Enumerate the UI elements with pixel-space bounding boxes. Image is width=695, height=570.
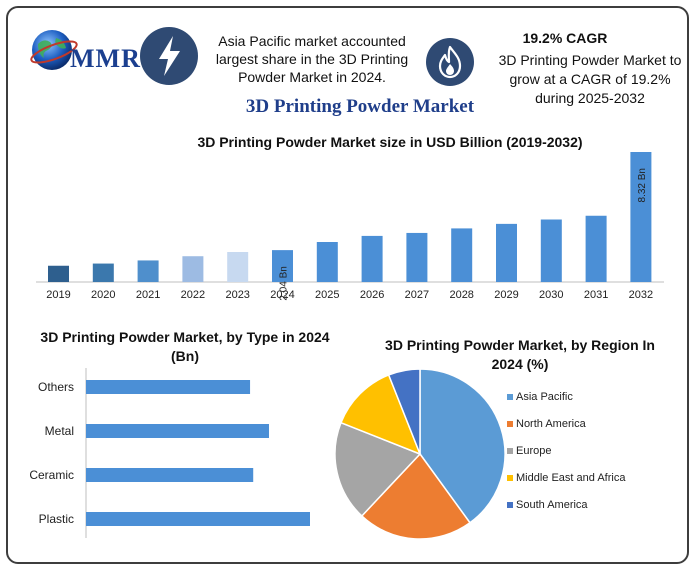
bar-2023: [227, 252, 249, 282]
data-label-2032: 8.32 Bn: [637, 168, 648, 202]
legend-label-3: Middle East and Africa: [516, 472, 626, 484]
legend-swatch-2: [507, 448, 513, 454]
category-label-plastic: Plastic: [39, 512, 74, 526]
legend-swatch-0: [507, 394, 513, 400]
bar-2027: [406, 232, 428, 282]
slice-asia-pacific: [419, 368, 506, 524]
bar-2026: [361, 235, 383, 282]
category-label-others: Others: [38, 380, 74, 394]
legend-swatch-3: [507, 475, 513, 481]
tick-label-2021: 2021: [136, 289, 160, 301]
flame-icon: [426, 38, 474, 86]
legend-swatch-1: [507, 421, 513, 427]
bar-plastic: [86, 512, 310, 526]
slice-middle-east-and-africa: [339, 373, 422, 456]
data-label-2024: 2.04 Bn: [279, 266, 290, 300]
bar-2020: [92, 263, 114, 282]
tick-label-2026: 2026: [360, 289, 384, 301]
type-bar-chart: Others Metal Ceramic Plastic: [29, 368, 310, 538]
tick-label-2020: 2020: [91, 289, 115, 301]
tick-label-2031: 2031: [584, 289, 608, 301]
tick-label-2025: 2025: [315, 289, 339, 301]
tick-label-2023: 2023: [225, 289, 249, 301]
tick-label-2030: 2030: [539, 289, 563, 301]
bar-metal: [86, 424, 269, 438]
legend-swatch-4: [507, 502, 513, 508]
logo-text: MMR: [70, 44, 141, 73]
bar-2022: [182, 256, 204, 282]
bar-others: [86, 380, 251, 394]
bar-2025: [316, 242, 338, 282]
region-pie-chart: Asia Pacific North America Europe Middle Ea…: [334, 368, 626, 540]
bar-2031: [585, 215, 607, 282]
bar-2030: [540, 219, 562, 282]
infographic-frame: [6, 6, 689, 564]
info-asia-pacific: Asia Pacific market accounted largest sh…: [215, 33, 409, 85]
tick-label-2019: 2019: [46, 289, 70, 301]
bar-2028: [451, 228, 473, 282]
bar-2019: [48, 265, 69, 282]
tick-label-2022: 2022: [181, 289, 205, 301]
legend-label-1: North America: [516, 418, 587, 430]
tick-label-2024: 2024: [270, 289, 294, 301]
bar-2029: [496, 223, 517, 282]
legend-label-0: Asia Pacific: [516, 391, 573, 403]
tick-label-2032: 2032: [629, 289, 653, 301]
bar-2024: [272, 250, 293, 282]
region-chart-title: 3D Printing Powder Market, by Region In …: [385, 337, 655, 372]
main-title: 3D Printing Powder Market: [245, 96, 475, 117]
category-label-metal: Metal: [45, 424, 74, 438]
bar-ceramic: [86, 468, 254, 482]
category-label-ceramic: Ceramic: [29, 468, 74, 482]
tick-label-2027: 2027: [405, 289, 429, 301]
legend-label-2: Europe: [516, 445, 551, 457]
bar-2032: [630, 152, 652, 282]
info-cagr: 3D Printing Powder Market to grow at a C…: [498, 52, 682, 106]
slice-north-america: [360, 452, 472, 540]
globe-logo-icon: [30, 30, 78, 70]
bar-chart-title: 3D Printing Powder Market size in USD Bi…: [197, 134, 583, 150]
slice-south-america: [387, 368, 421, 455]
tick-label-2028: 2028: [449, 289, 473, 301]
bar-2021: [137, 260, 159, 282]
lightning-bolt-icon: [140, 27, 198, 85]
tick-label-2029: 2029: [494, 289, 518, 301]
cagr-title: 19.2% CAGR: [522, 30, 608, 46]
type-chart-title: 3D Printing Powder Market, by Type in 20…: [40, 329, 330, 364]
legend-label-4: South America: [516, 499, 588, 511]
